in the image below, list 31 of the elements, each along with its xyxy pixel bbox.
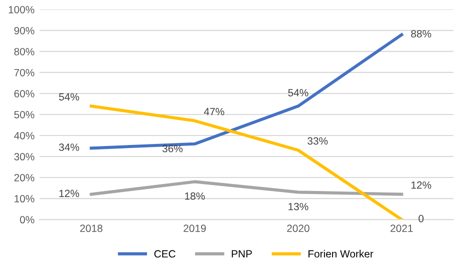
data-label: 12% xyxy=(59,190,80,198)
legend-label: Forien Worker xyxy=(308,250,374,258)
x-tick-label: 2020 xyxy=(287,224,310,232)
y-tick-label: 60% xyxy=(14,90,34,98)
y-tick-label: 30% xyxy=(14,153,34,160)
y-tick-label: 90% xyxy=(14,26,34,34)
y-tick-label: 20% xyxy=(14,174,34,182)
data-label: 54% xyxy=(59,93,80,101)
data-label: 34% xyxy=(59,144,80,151)
y-tick-label: 100% xyxy=(8,6,34,14)
legend-label: PNP xyxy=(232,250,252,258)
data-label: 36% xyxy=(162,144,183,152)
data-label: 33% xyxy=(308,137,328,145)
x-tick-label: 2019 xyxy=(184,224,206,232)
y-tick-label: 0% xyxy=(20,216,34,224)
y-tick-label: 10% xyxy=(14,195,34,202)
data-label: 13% xyxy=(288,202,308,210)
data-label: 18% xyxy=(185,192,205,200)
y-tick-label: 70% xyxy=(14,68,34,76)
data-label: 88% xyxy=(411,30,432,38)
y-tick-label: 50% xyxy=(14,111,34,118)
x-tick-label: 2018 xyxy=(80,224,102,232)
y-tick-label: 40% xyxy=(14,132,34,140)
legend-label: CEC xyxy=(154,250,176,258)
data-label: 47% xyxy=(204,108,224,116)
data-label: 54% xyxy=(288,89,308,96)
x-tick-label: 2021 xyxy=(390,224,413,232)
data-label: 0 xyxy=(418,214,424,222)
data-label: 12% xyxy=(411,181,432,189)
y-tick-label: 80% xyxy=(14,48,34,56)
line-series xyxy=(90,104,404,220)
